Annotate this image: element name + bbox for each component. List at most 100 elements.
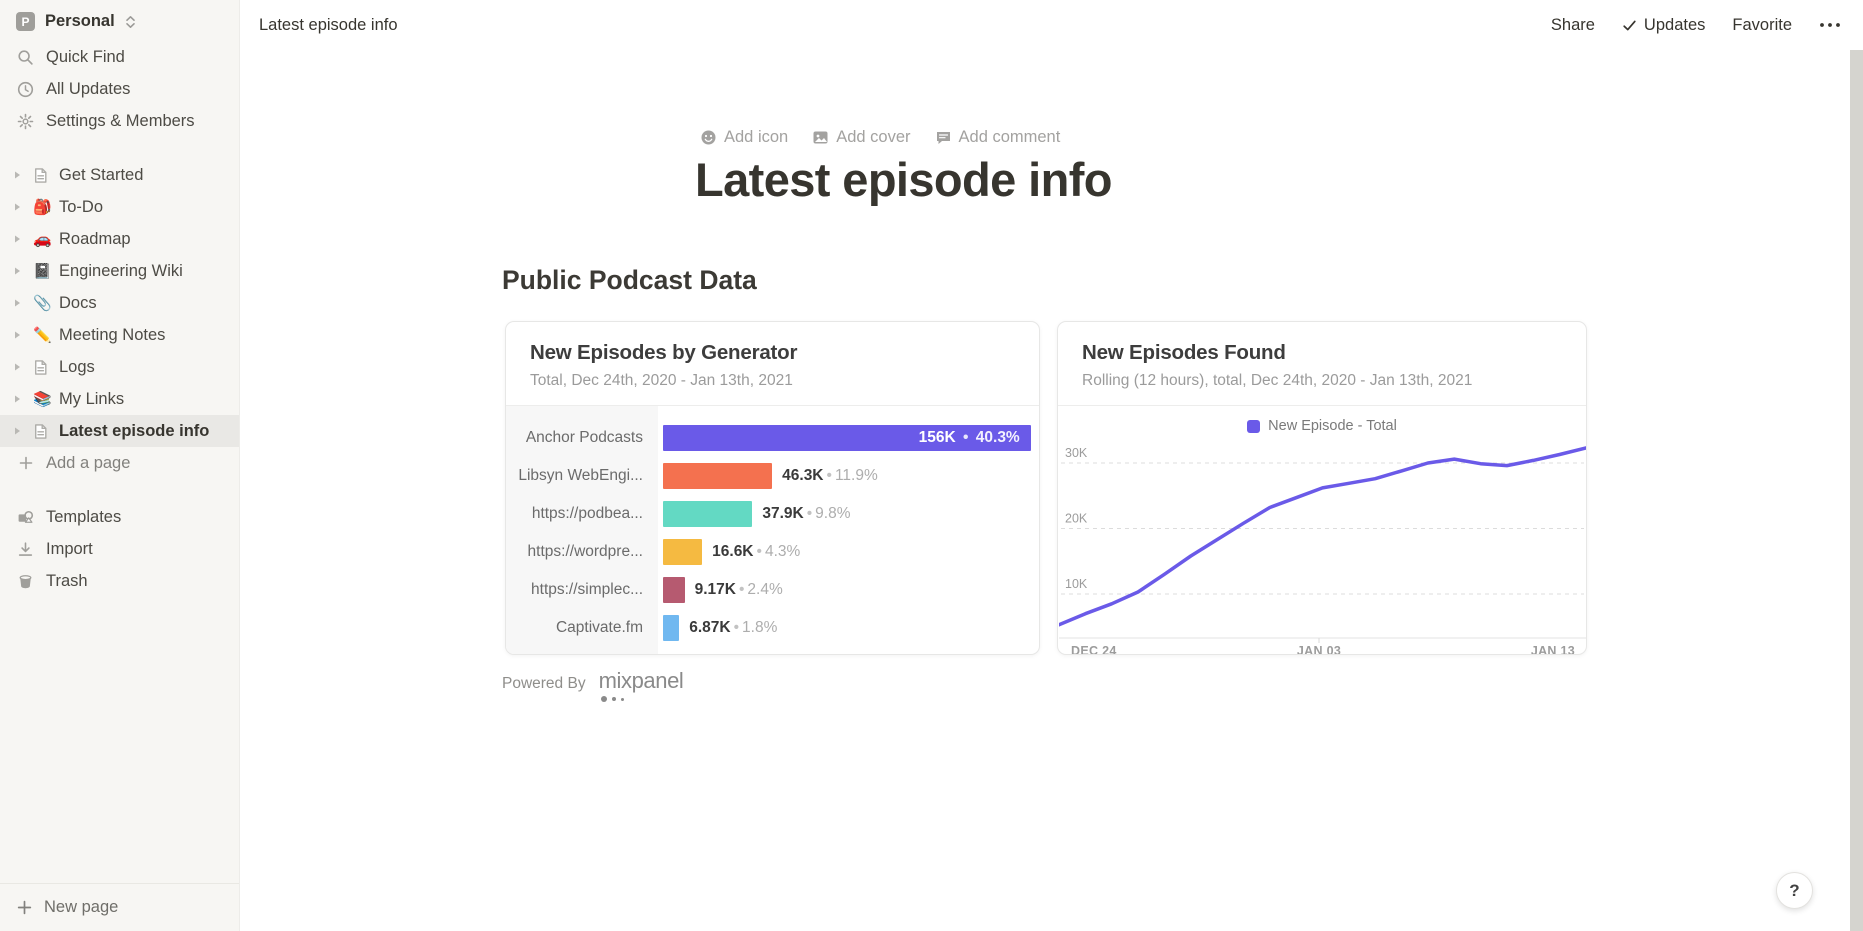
add-a-page-button[interactable]: Add a page	[0, 447, 239, 479]
sidebar-page-docs[interactable]: 📎 Docs	[0, 287, 239, 319]
expand-caret-icon[interactable]	[8, 390, 26, 408]
legend-label: New Episode - Total	[1268, 418, 1397, 434]
bar-label-column	[506, 406, 658, 654]
bar-category-label: https://wordpre...	[527, 543, 643, 560]
add-a-page-label: Add a page	[46, 453, 131, 472]
expand-caret-icon[interactable]	[8, 294, 26, 312]
sidebar-page-my-links[interactable]: 📚 My Links	[0, 383, 239, 415]
y-axis-tick-label: 30K	[1065, 446, 1088, 460]
help-button[interactable]: ?	[1776, 872, 1813, 909]
workspace-switcher[interactable]: P Personal	[0, 0, 239, 41]
section-heading[interactable]: Public Podcast Data	[502, 265, 757, 295]
y-axis-tick-label: 10K	[1065, 577, 1088, 591]
sidebar-page-get-started[interactable]: Get Started	[0, 159, 239, 191]
sidebar-item-all-updates[interactable]: All Updates	[0, 73, 239, 105]
line-chart-title: New Episodes Found	[1082, 341, 1286, 364]
sidebar-item-import[interactable]: Import	[0, 533, 239, 565]
sidebar-utility-items: Templates Import Trash	[0, 501, 239, 597]
page-doc-icon	[32, 423, 53, 440]
bar-row: Captivate.fm 6.87K • 1.8%	[506, 609, 1039, 647]
bar-chart-title: New Episodes by Generator	[530, 341, 798, 364]
smiley-icon	[700, 129, 717, 146]
sidebar-page-tree: Get Started 🎒 To-Do 🚗 Roadmap 📓 Engineering Wi…	[0, 159, 239, 447]
bar-category-label: Captivate.fm	[555, 619, 643, 636]
sidebar-page-meeting-notes[interactable]: ✏️ Meeting Notes	[0, 319, 239, 351]
bar-track: 46.3K • 11.9%	[658, 463, 1039, 489]
add-icon-button[interactable]: Add icon	[700, 128, 788, 147]
favorite-button[interactable]: Favorite	[1732, 15, 1792, 34]
line-chart-card[interactable]: New Episodes Found Rolling (12 hours), t…	[1057, 321, 1587, 655]
more-menu-button[interactable]	[1819, 21, 1841, 29]
sidebar-page-roadmap[interactable]: 🚗 Roadmap	[0, 223, 239, 255]
bar-value-label: 156K • 40.3%	[918, 429, 1020, 446]
sidebar-item-label: Settings & Members	[46, 111, 195, 130]
vertical-scrollbar[interactable]	[1850, 50, 1863, 931]
bar-row: https://wordpre... 16.6K • 4.3%	[506, 533, 1039, 571]
add-cover-label: Add cover	[836, 128, 911, 146]
expand-caret-icon[interactable]	[8, 358, 26, 376]
comment-icon	[935, 129, 952, 146]
bar-value-label: 9.17K • 2.4%	[694, 581, 783, 598]
sidebar-item-templates[interactable]: Templates	[0, 501, 239, 533]
new-page-button[interactable]: New page	[0, 883, 239, 931]
bar-value-label: 16.6K • 4.3%	[712, 543, 801, 560]
trash-icon	[16, 573, 35, 590]
sidebar-page-logs[interactable]: Logs	[0, 351, 239, 383]
breadcrumb[interactable]: Latest episode info	[259, 15, 398, 34]
sidebar-page-label: My Links	[59, 389, 125, 408]
sidebar-page-latest-episode-info[interactable]: Latest episode info	[0, 415, 239, 447]
sidebar-item-trash[interactable]: Trash	[0, 565, 239, 597]
bar-row: Libsyn WebEngi... 46.3K • 11.9%	[506, 457, 1039, 495]
main-area: Latest episode info Share Updates Favori…	[240, 0, 1863, 931]
mixpanel-logo[interactable]: mixpanel	[599, 668, 684, 702]
powered-by: Powered By mixpanel	[502, 668, 684, 702]
page-decoration-controls: Add icon Add cover Add comment	[700, 128, 1060, 147]
page-emoji-icon: 📓	[33, 263, 52, 280]
expand-caret-icon[interactable]	[8, 166, 26, 184]
import-icon	[16, 541, 35, 558]
x-axis-tick-label: JAN 03	[1297, 644, 1341, 655]
search-icon	[16, 49, 35, 66]
page-doc-icon	[32, 167, 53, 184]
sidebar-page-to-do[interactable]: 🎒 To-Do	[0, 191, 239, 223]
page-emoji-icon: ✏️	[33, 327, 52, 344]
expand-caret-icon[interactable]	[8, 422, 26, 440]
bar-track: 6.87K • 1.8%	[658, 615, 1039, 641]
bar-category-label: https://podbea...	[531, 505, 643, 522]
ellipsis-icon	[1819, 21, 1841, 29]
top-bar: Latest episode info Share Updates Favori…	[240, 0, 1863, 50]
sidebar-page-label: To-Do	[59, 197, 104, 216]
add-cover-button[interactable]: Add cover	[812, 128, 911, 147]
powered-by-label: Powered By	[502, 675, 586, 692]
add-comment-button[interactable]: Add comment	[935, 128, 1061, 147]
bar	[663, 577, 685, 603]
page-emoji-icon: 🚗	[33, 231, 52, 248]
bar-value-label: 37.9K • 9.8%	[762, 505, 851, 522]
sidebar-item-settings-members[interactable]: Settings & Members	[0, 105, 239, 137]
bar-track: 9.17K • 2.4%	[658, 577, 1039, 603]
bar	[663, 539, 703, 565]
sidebar-item-quick-find[interactable]: Quick Find	[0, 41, 239, 73]
plus-icon	[16, 899, 33, 916]
divider	[506, 405, 1039, 406]
expand-caret-icon[interactable]	[8, 326, 26, 344]
line-series	[1059, 446, 1586, 627]
bar-row: https://simplec... 9.17K • 2.4%	[506, 571, 1039, 609]
sidebar-item-label: Templates	[46, 507, 122, 526]
mixpanel-logo-dots	[600, 696, 625, 702]
bar-chart: Anchor Podcasts 156K • 40.3% Libsyn WebEng…	[506, 406, 1039, 654]
expand-caret-icon[interactable]	[8, 262, 26, 280]
bar-row: https://podbea... 37.9K • 9.8%	[506, 495, 1039, 533]
share-button[interactable]: Share	[1550, 15, 1595, 34]
updates-button[interactable]: Updates	[1622, 16, 1705, 35]
bar-chart-card[interactable]: New Episodes by Generator Total, Dec 24t…	[505, 321, 1040, 655]
page-title[interactable]: Latest episode info	[695, 153, 1112, 206]
sidebar-page-engineering-wiki[interactable]: 📓 Engineering Wiki	[0, 255, 239, 287]
expand-caret-icon[interactable]	[8, 198, 26, 216]
expand-caret-icon[interactable]	[8, 230, 26, 248]
embed-row: New Episodes by Generator Total, Dec 24t…	[505, 321, 1587, 655]
add-comment-label: Add comment	[958, 128, 1061, 146]
updates-label: Updates	[1643, 15, 1706, 34]
bar-track: 16.6K • 4.3%	[658, 539, 1039, 565]
divider	[1058, 405, 1586, 406]
